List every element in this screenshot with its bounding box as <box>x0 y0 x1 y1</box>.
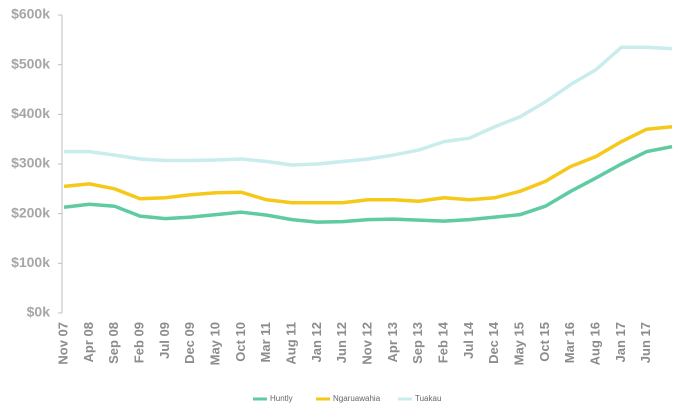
y-tick-label: $100k <box>11 254 50 270</box>
x-tick-label: Mar 16 <box>562 322 577 363</box>
x-tick-label: Feb 14 <box>435 321 450 363</box>
x-tick-label: Sep 08 <box>106 322 121 364</box>
x-tick-label: Feb 09 <box>131 322 146 363</box>
y-tick-label: $0k <box>27 304 51 320</box>
x-tick-label: Nov 07 <box>55 322 70 365</box>
x-tick-label: Mar 11 <box>258 322 273 362</box>
x-tick-label: Aug 11 <box>283 322 298 365</box>
x-tick-label: Jul 09 <box>157 322 172 359</box>
legend-label: Huntly <box>270 394 293 403</box>
x-tick-label: Apr 13 <box>385 322 400 362</box>
y-tick-label: $500k <box>11 55 50 71</box>
x-tick-label: Jan 17 <box>613 322 628 362</box>
y-tick-label: $200k <box>11 204 50 220</box>
x-tick-label: Oct 10 <box>233 322 248 362</box>
y-tick-label: $600k <box>11 6 50 22</box>
x-tick-label: Sep 13 <box>410 322 425 364</box>
series-line <box>63 125 673 205</box>
x-tick-label: Jun 12 <box>334 322 349 363</box>
legend-label: Ngaruawahia <box>333 394 381 403</box>
series-line <box>63 144 673 224</box>
y-tick-label: $300k <box>11 155 50 171</box>
x-tick-label: May 15 <box>511 322 526 365</box>
legend-label: Tuakau <box>415 394 441 403</box>
x-tick-label: Jul 14 <box>461 321 476 359</box>
series-line <box>64 45 673 167</box>
x-tick-label: Dec 09 <box>182 322 197 364</box>
x-tick-label: Apr 08 <box>81 322 96 362</box>
x-tick-label: Oct 15 <box>537 322 552 362</box>
x-tick-label: Jun 17 <box>638 322 653 363</box>
x-tick-label: May 10 <box>207 322 222 365</box>
x-tick-label: Jan 12 <box>309 322 324 362</box>
x-tick-label: Aug 16 <box>587 322 602 365</box>
y-tick-label: $400k <box>11 105 50 121</box>
x-tick-label: Dec 14 <box>486 321 501 364</box>
x-tick-label: Nov 12 <box>359 322 374 365</box>
